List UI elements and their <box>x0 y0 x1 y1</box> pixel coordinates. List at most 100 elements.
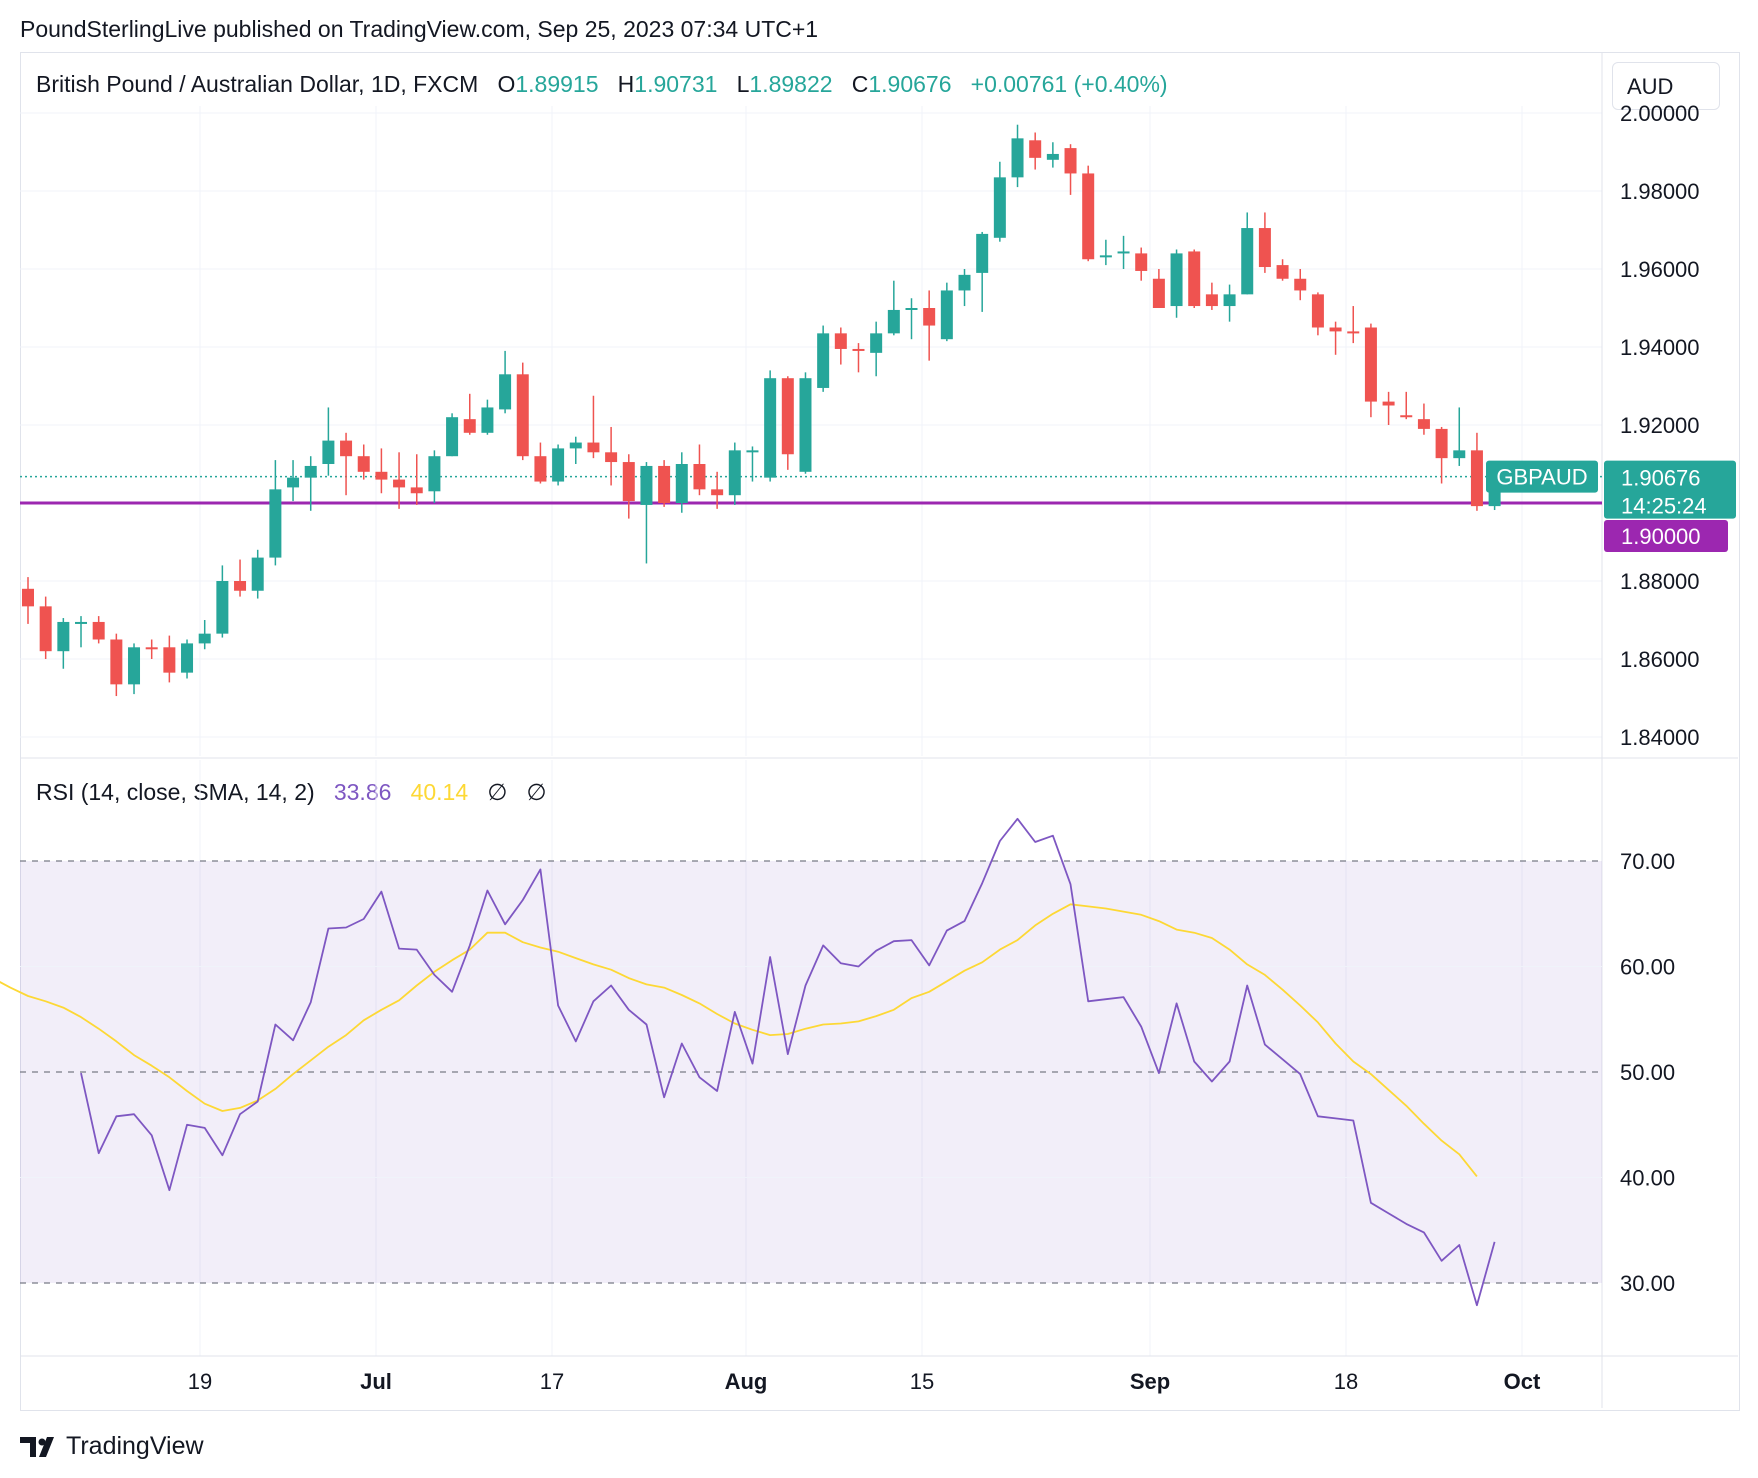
candle-body <box>1029 140 1042 158</box>
close-label: C <box>851 71 869 97</box>
price-axis-label: 1.92000 <box>1620 413 1700 438</box>
currency-selector[interactable]: AUD <box>1612 62 1720 110</box>
close-value: 1.90676 <box>868 71 952 97</box>
time-axis-label: 15 <box>910 1369 934 1394</box>
candle-body <box>1117 251 1130 254</box>
rsi-band <box>20 861 1602 1283</box>
candle-body <box>923 308 936 326</box>
high-value: 1.90731 <box>634 71 718 97</box>
candle-body <box>1046 153 1059 160</box>
high-label: H <box>617 71 635 97</box>
low-value: 1.89822 <box>749 71 833 97</box>
price-axis-label: 1.96000 <box>1620 257 1700 282</box>
candle-body <box>92 621 105 640</box>
candle-body <box>569 442 582 449</box>
candle-body <box>234 581 247 591</box>
candle-body <box>817 333 830 388</box>
footer-brand[interactable]: TradingView <box>20 1432 204 1461</box>
candle-body <box>905 308 918 310</box>
rsi-axis-label: 30.00 <box>1620 1271 1675 1296</box>
candle-body <box>357 456 370 472</box>
na-value-2: ∅ <box>526 779 547 805</box>
rsi-sma-line <box>0 903 1478 1177</box>
candle-body <box>940 290 953 340</box>
candle-body <box>622 462 635 502</box>
candle-body <box>251 557 264 591</box>
rsi-axis-label: 70.00 <box>1620 849 1675 874</box>
candle-body <box>1188 251 1201 307</box>
candle-body <box>1241 228 1254 295</box>
rsi-title[interactable]: RSI (14, close, SMA, 14, 2) <box>36 779 315 805</box>
candle-body <box>587 442 600 453</box>
candle-body <box>1152 278 1165 308</box>
candle-body <box>110 639 123 685</box>
price-axis-label: 1.88000 <box>1620 569 1700 594</box>
price-axis-label: 1.94000 <box>1620 335 1700 360</box>
candle-body <box>658 465 671 503</box>
open-value: 1.89915 <box>515 71 599 97</box>
candle-body <box>1470 450 1483 507</box>
publisher-line: PoundSterlingLive published on TradingVi… <box>20 16 819 42</box>
candle-body <box>163 647 176 673</box>
footer-brand-label: TradingView <box>66 1432 204 1460</box>
candle-body <box>410 487 423 494</box>
candle-body <box>1011 138 1024 178</box>
candle-body <box>1205 294 1218 307</box>
candle-body <box>1329 327 1342 332</box>
candle-body <box>976 233 989 273</box>
candle-body <box>1135 253 1148 271</box>
candle-body <box>446 417 459 457</box>
level-badge: 1.90000 <box>1621 524 1701 549</box>
candle-body <box>693 464 706 490</box>
rsi-line <box>80 817 1496 1307</box>
candle-body <box>1099 255 1112 258</box>
countdown-label: 14:25:24 <box>1621 494 1707 519</box>
candle-body <box>393 479 406 488</box>
candle-body <box>1435 428 1448 459</box>
candle-body <box>516 374 529 457</box>
rsi-axis-label: 50.00 <box>1620 1060 1675 1085</box>
candle-body <box>711 489 724 496</box>
candle-body <box>764 378 777 478</box>
rsi-axis-label: 40.00 <box>1620 1166 1675 1191</box>
candle-body <box>322 440 335 464</box>
candle-body <box>1364 327 1377 402</box>
rsi-axis-label: 60.00 <box>1620 955 1675 980</box>
open-label: O <box>497 71 516 97</box>
candle-body <box>1347 331 1360 334</box>
time-axis-label: Oct <box>1504 1369 1541 1394</box>
time-axis-label: Sep <box>1130 1369 1170 1394</box>
time-axis-label: 18 <box>1334 1369 1358 1394</box>
candle-body <box>728 450 741 496</box>
candle-body <box>1400 415 1413 418</box>
candle-body <box>675 464 688 503</box>
candle-body <box>22 588 34 607</box>
candle-body <box>1382 401 1395 406</box>
candle-body <box>1223 294 1236 307</box>
price-axis-label: 1.86000 <box>1620 647 1700 672</box>
rsi-sma-value: 40.14 <box>410 779 469 805</box>
price-axis-label: 2.00000 <box>1620 101 1700 126</box>
candle-body <box>958 274 971 291</box>
candle-body <box>287 477 300 488</box>
candle-body <box>781 378 794 455</box>
candle-body <box>1258 228 1271 268</box>
candle-body <box>799 378 812 472</box>
candle-body <box>1064 148 1077 174</box>
candle-body <box>1311 294 1324 328</box>
candle-body <box>75 621 88 624</box>
candle-body <box>870 333 883 353</box>
candle-body <box>428 456 441 492</box>
candle-body <box>269 489 282 558</box>
candle-body <box>746 450 759 453</box>
candle-body <box>1294 278 1307 291</box>
rsi-value: 33.86 <box>333 779 392 805</box>
na-value-1: ∅ <box>487 779 508 805</box>
rsi-legend: RSI (14, close, SMA, 14, 2) 33.86 40.14 … <box>36 779 547 806</box>
last-price-badge-bg <box>1604 460 1736 519</box>
candle-body <box>1417 419 1430 429</box>
candle-body <box>39 606 52 652</box>
candle-body <box>834 333 847 349</box>
symbol-title[interactable]: British Pound / Australian Dollar, 1D, F… <box>36 71 479 97</box>
